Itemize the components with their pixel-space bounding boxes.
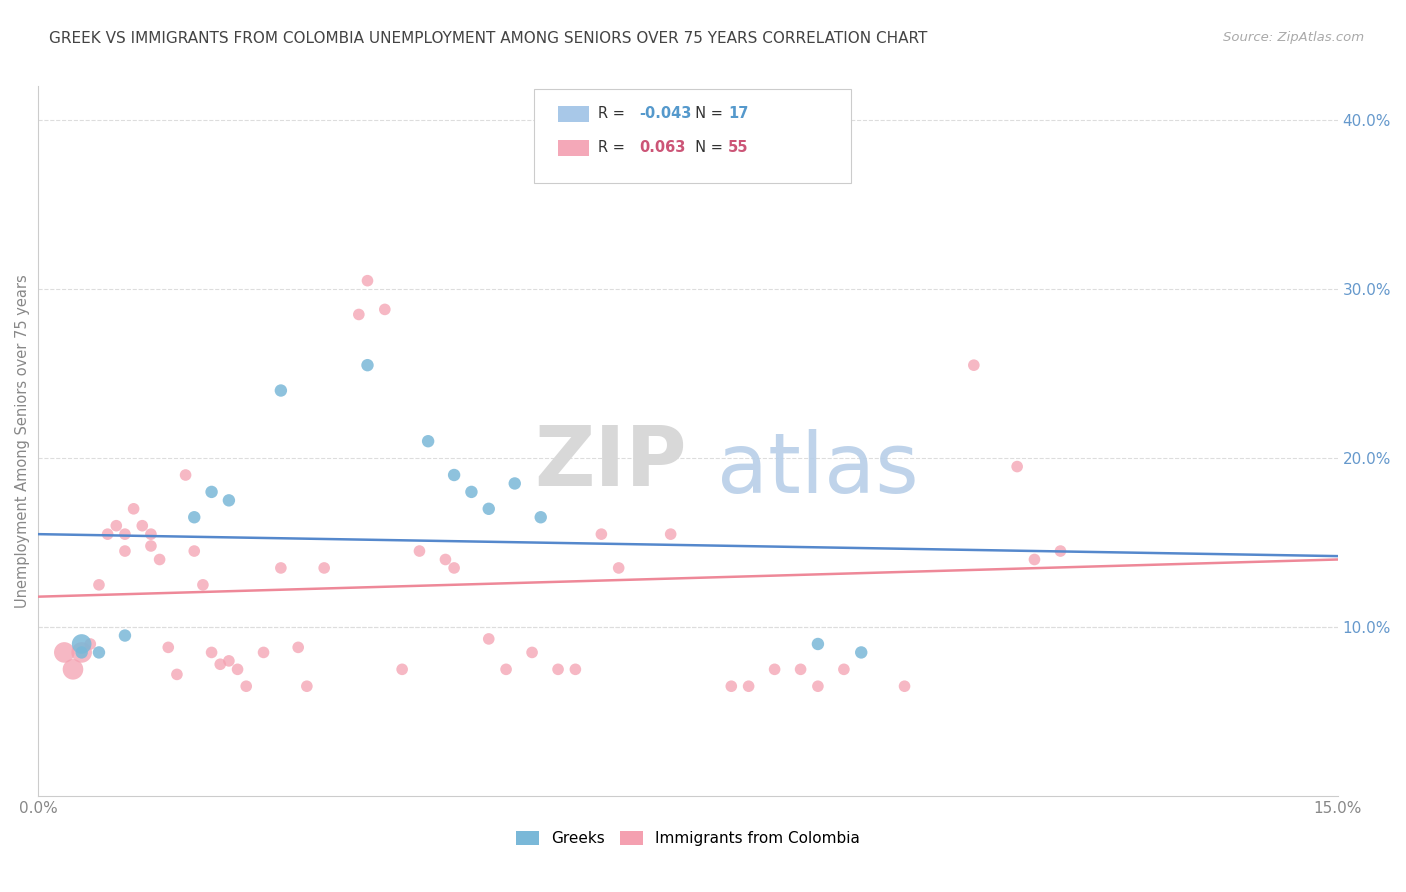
Point <box>149 552 172 566</box>
Point <box>174 468 197 483</box>
Point <box>295 679 318 693</box>
Point <box>607 561 630 575</box>
Point <box>97 527 120 541</box>
Point <box>851 645 873 659</box>
Text: R =: R = <box>598 140 628 154</box>
Point <box>547 662 569 676</box>
Point <box>832 662 855 676</box>
Point <box>209 657 232 672</box>
Point <box>478 632 501 646</box>
Point <box>314 561 336 575</box>
Text: atlas: atlas <box>717 429 918 510</box>
Point <box>1024 552 1046 566</box>
Point <box>374 302 396 317</box>
Point <box>763 662 786 676</box>
Point <box>478 501 501 516</box>
Point <box>495 662 517 676</box>
Text: 0.063: 0.063 <box>640 140 686 154</box>
Point <box>737 679 759 693</box>
Point <box>166 667 188 681</box>
Text: GREEK VS IMMIGRANTS FROM COLOMBIA UNEMPLOYMENT AMONG SENIORS OVER 75 YEARS CORRE: GREEK VS IMMIGRANTS FROM COLOMBIA UNEMPL… <box>49 31 928 46</box>
Text: 55: 55 <box>728 140 749 154</box>
Point <box>270 561 292 575</box>
Point <box>408 544 430 558</box>
Point <box>139 539 162 553</box>
Point <box>70 645 93 659</box>
Point <box>218 493 240 508</box>
Point <box>235 679 257 693</box>
Point <box>391 662 413 676</box>
Point <box>807 637 830 651</box>
Point <box>270 384 292 398</box>
Point <box>62 662 84 676</box>
Point <box>70 645 93 659</box>
Point <box>634 147 657 161</box>
Point <box>70 637 93 651</box>
Text: ZIP: ZIP <box>534 422 686 503</box>
Point <box>443 468 465 483</box>
Point <box>893 679 915 693</box>
Point <box>139 527 162 541</box>
Point <box>218 654 240 668</box>
Text: R =: R = <box>598 106 628 120</box>
Point <box>79 637 101 651</box>
Point <box>356 274 378 288</box>
Point <box>53 645 76 659</box>
Point <box>356 358 378 372</box>
Point <box>287 640 309 655</box>
Point <box>520 645 543 659</box>
Point <box>347 308 370 322</box>
Text: N =: N = <box>686 140 728 154</box>
Point <box>114 544 136 558</box>
Text: Source: ZipAtlas.com: Source: ZipAtlas.com <box>1223 31 1364 45</box>
Point <box>1005 459 1028 474</box>
Point <box>252 645 274 659</box>
Point <box>1049 544 1071 558</box>
Point <box>460 484 482 499</box>
Point <box>200 645 222 659</box>
Point <box>87 578 110 592</box>
Point <box>591 527 613 541</box>
Point <box>443 561 465 575</box>
Legend: Greeks, Immigrants from Colombia: Greeks, Immigrants from Colombia <box>510 824 866 852</box>
Point <box>564 662 586 676</box>
Point <box>434 552 457 566</box>
Point <box>183 544 205 558</box>
Point <box>807 679 830 693</box>
Point <box>114 628 136 642</box>
Point <box>720 679 742 693</box>
Point <box>87 645 110 659</box>
Y-axis label: Unemployment Among Seniors over 75 years: Unemployment Among Seniors over 75 years <box>15 275 30 608</box>
Point <box>131 518 153 533</box>
Text: N =: N = <box>686 106 728 120</box>
Point <box>105 518 128 533</box>
Text: 17: 17 <box>728 106 748 120</box>
Point <box>963 358 986 372</box>
Point <box>659 527 682 541</box>
Point <box>114 527 136 541</box>
Point <box>191 578 214 592</box>
Point <box>122 501 145 516</box>
Point <box>530 510 553 524</box>
Point <box>503 476 526 491</box>
Point <box>200 484 222 499</box>
Text: -0.043: -0.043 <box>640 106 692 120</box>
Point <box>226 662 249 676</box>
Point <box>183 510 205 524</box>
Point <box>416 434 439 449</box>
Point <box>789 662 811 676</box>
Point <box>157 640 180 655</box>
